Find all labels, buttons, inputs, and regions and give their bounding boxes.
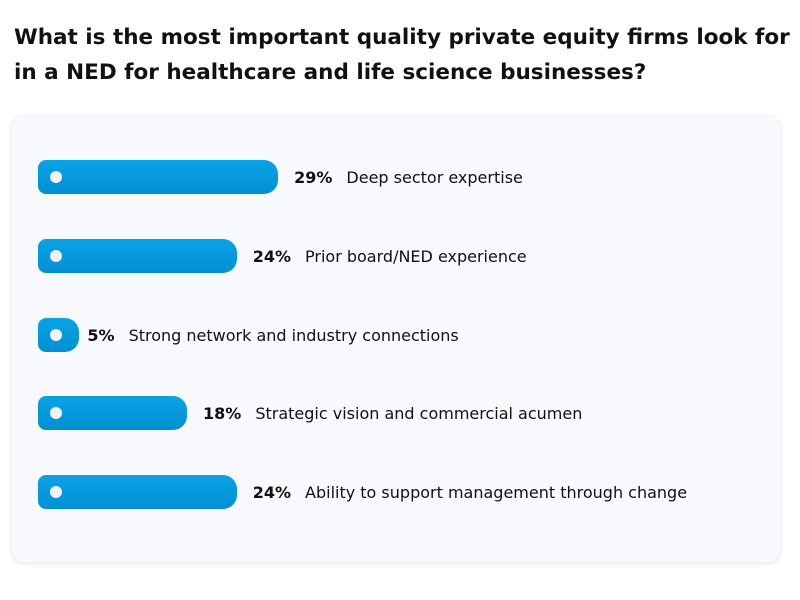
chart-card: 29% Deep sector expertise 24% Prior board/N… — [12, 116, 780, 562]
bar-row: 24% Prior board/NED experience — [38, 239, 527, 273]
category-label: Strategic vision and commercial acumen — [255, 403, 583, 423]
value-label: 29% — [294, 167, 333, 187]
value-label: 5% — [87, 325, 115, 345]
bar-row: 18% Strategic vision and commercial acume… — [38, 396, 582, 430]
dot-icon — [50, 407, 62, 419]
bar-row: 5% Strong network and industry connection… — [38, 318, 459, 352]
chart-title: What is the most important quality priva… — [14, 25, 790, 85]
category-label: Prior board/NED experience — [305, 246, 527, 266]
value-label: 24% — [252, 246, 292, 266]
bar — [38, 396, 188, 430]
bar — [38, 239, 237, 273]
category-label: Strong network and industry connections — [128, 325, 459, 345]
bar-row: 29% Deep sector expertise — [38, 160, 523, 194]
category-label: Ability to support management through ch… — [305, 482, 688, 502]
dot-icon — [50, 171, 62, 183]
bar — [38, 318, 80, 352]
dot-icon — [50, 329, 62, 341]
category-label: Deep sector expertise — [346, 167, 523, 187]
bar — [38, 160, 279, 194]
bar-row: 24% Ability to support management through… — [38, 475, 687, 509]
dot-icon — [50, 250, 62, 262]
bar — [38, 475, 237, 509]
value-label: 24% — [252, 482, 292, 502]
value-label: 18% — [203, 403, 242, 423]
dot-icon — [50, 486, 62, 498]
